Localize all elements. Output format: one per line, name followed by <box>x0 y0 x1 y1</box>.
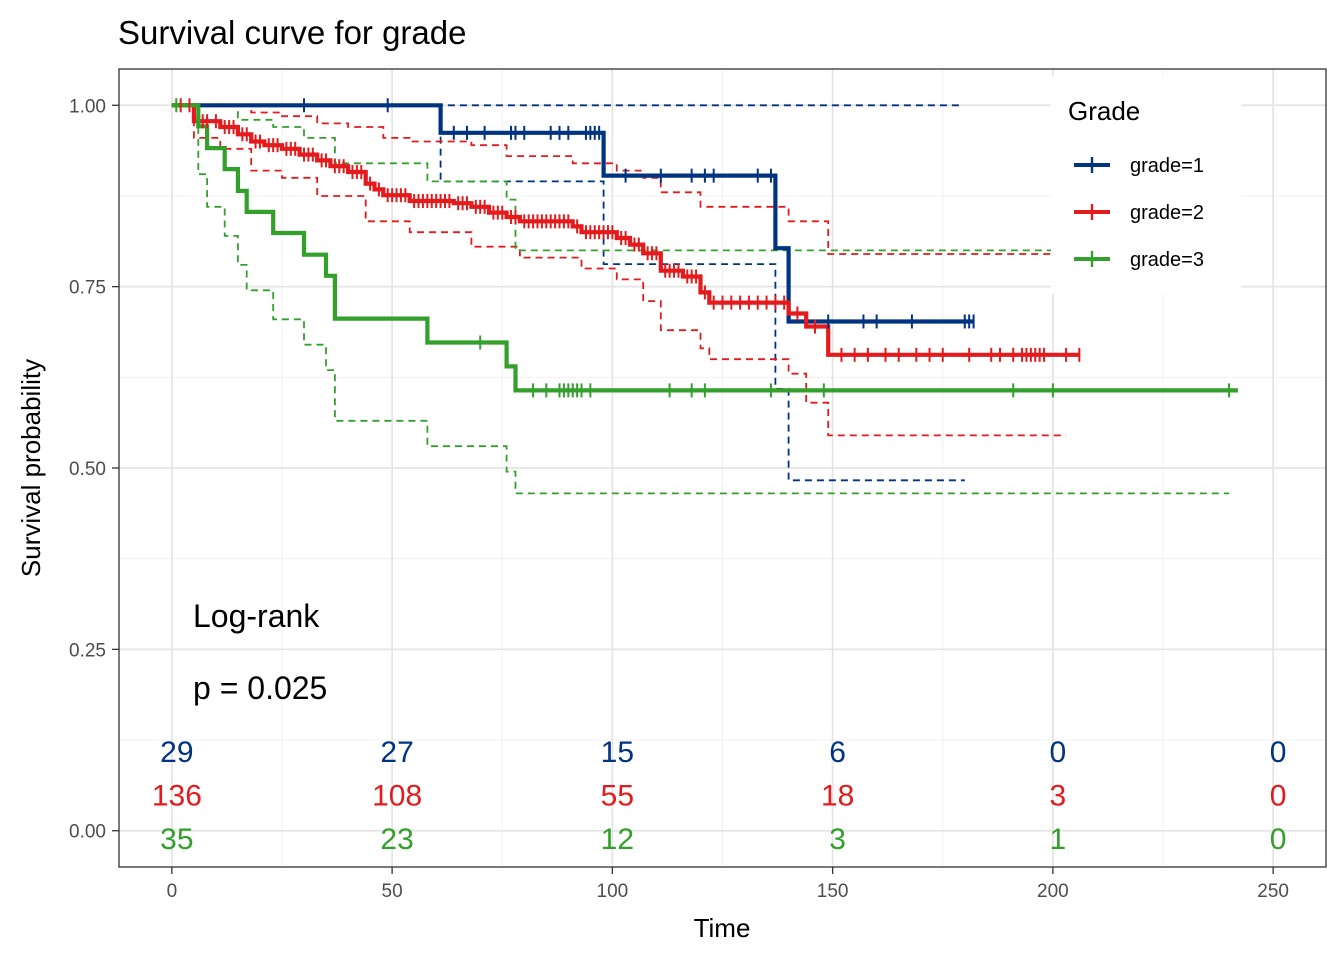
risk-table: 29 27 15 6 0 0 136 108 55 18 3 0 35 23 12 3 1 0 <box>152 736 1287 856</box>
risk-count: 18 <box>821 779 854 812</box>
logrank-label: Log-rank <box>193 598 320 634</box>
risk-count: 0 <box>1050 736 1067 769</box>
legend-label: grade=3 <box>1130 249 1204 271</box>
legend-label: grade=1 <box>1130 155 1204 177</box>
risk-count: 108 <box>372 779 422 812</box>
series-1-curve <box>171 103 974 324</box>
risk-count: 27 <box>380 736 413 769</box>
x-tick-label: 150 <box>817 881 849 902</box>
risk-count: 35 <box>160 823 193 856</box>
y-tick-label: 0.25 <box>69 640 106 661</box>
risk-count: 136 <box>152 779 202 812</box>
risk-count: 1 <box>1050 823 1067 856</box>
risk-count: 55 <box>601 779 634 812</box>
series-3-curve <box>171 103 1238 393</box>
risk-count: 23 <box>380 823 413 856</box>
series-2-ci-upper <box>171 104 1080 255</box>
legend-label: grade=2 <box>1130 202 1204 224</box>
x-tick-label: 100 <box>597 881 629 902</box>
legend: Grade grade=1 grade=2 grade=3 <box>1051 76 1241 294</box>
x-tick-label: 0 <box>167 881 178 902</box>
y-tick-label: 0.50 <box>69 459 106 480</box>
risk-count: 0 <box>1270 736 1287 769</box>
x-axis: 0 50 100 150 200 250 <box>167 867 1289 902</box>
risk-count: 0 <box>1270 823 1287 856</box>
series-2-ci-lower <box>171 104 1067 437</box>
chart-title: Survival curve for grade <box>118 14 466 51</box>
series-3-ci-lower <box>171 104 1230 495</box>
x-tick-label: 50 <box>382 881 403 902</box>
y-axis-title: Survival probability <box>16 359 46 577</box>
pvalue-label: p = 0.025 <box>193 670 327 706</box>
risk-count: 6 <box>829 736 846 769</box>
series-1-ci-lower <box>171 104 965 482</box>
y-tick-label: 0.00 <box>69 822 106 843</box>
censor-marks <box>175 98 1231 398</box>
confidence-bands <box>171 104 1230 495</box>
risk-count: 0 <box>1270 779 1287 812</box>
legend-title: Grade <box>1068 96 1140 126</box>
legend-entries: grade=1 grade=2 grade=3 <box>1074 155 1204 271</box>
x-axis-title: Time <box>694 913 751 943</box>
risk-count: 15 <box>601 736 634 769</box>
risk-count: 3 <box>1050 779 1067 812</box>
risk-count: 3 <box>829 823 846 856</box>
x-tick-label: 200 <box>1037 881 1069 902</box>
risk-count: 12 <box>601 823 634 856</box>
series-3-ci-upper <box>171 104 1230 252</box>
y-axis: 0.00 0.25 0.50 0.75 1.00 <box>69 96 119 843</box>
y-tick-label: 0.75 <box>69 278 106 299</box>
risk-count: 29 <box>160 736 193 769</box>
x-tick-label: 250 <box>1257 881 1289 902</box>
y-tick-label: 1.00 <box>69 96 106 117</box>
